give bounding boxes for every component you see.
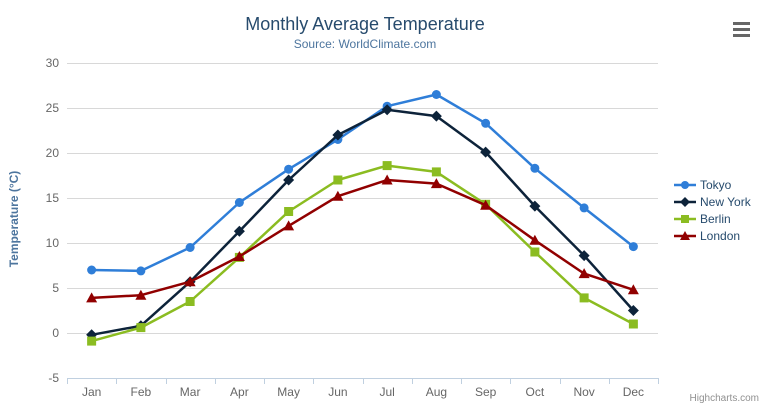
data-point[interactable] (431, 90, 441, 99)
legend: Tokyo New York Berlin London (674, 177, 751, 243)
x-axis-label: Apr (230, 385, 249, 399)
legend-marker-shape[interactable] (681, 214, 689, 223)
x-axis-label: Mar (180, 385, 201, 399)
data-point[interactable] (332, 190, 344, 201)
export-menu-button[interactable] (731, 20, 754, 39)
credits-link[interactable]: Highcharts.com (689, 393, 759, 404)
series-line[interactable] (90, 93, 635, 273)
data-point[interactable] (529, 200, 541, 212)
legend-item-berlin[interactable]: Berlin (674, 211, 751, 226)
legend-label: Tokyo (700, 177, 732, 192)
data-point[interactable] (530, 163, 540, 173)
x-axis-label: Aug (426, 385, 447, 399)
x-axis-label: Feb (131, 385, 152, 399)
y-axis-label: -5 (48, 371, 59, 385)
data-point[interactable] (135, 289, 147, 300)
y-axis-label: 25 (46, 101, 60, 115)
legend-label: New York (700, 194, 751, 209)
hamburger-icon (733, 34, 750, 37)
data-point[interactable] (381, 174, 393, 185)
y-axis-label: 15 (46, 191, 60, 205)
data-point[interactable] (332, 129, 344, 141)
legend-marker-circle-icon (674, 180, 696, 189)
y-axis-title: Temperature (°C) (7, 170, 21, 268)
data-point[interactable] (381, 104, 393, 116)
chart-subtitle: Source: WorldClimate.com (293, 37, 437, 51)
data-point[interactable] (529, 234, 541, 245)
x-axis-label: Dec (623, 385, 644, 399)
data-point[interactable] (627, 305, 639, 316)
data-point[interactable] (185, 243, 195, 252)
y-axis-label: 5 (52, 281, 59, 295)
series-line[interactable] (90, 178, 635, 300)
data-point[interactable] (284, 164, 294, 174)
legend-marker-square-icon (674, 214, 696, 223)
data-point[interactable] (579, 293, 589, 303)
x-axis-label: Jan (82, 385, 101, 399)
legend-item-tokyo[interactable]: Tokyo (674, 177, 751, 192)
x-axis-label: May (277, 385, 300, 399)
x-axis-label: Oct (526, 385, 545, 399)
legend-marker-shape[interactable] (681, 180, 689, 189)
data-point[interactable] (184, 276, 196, 287)
data-point[interactable] (333, 175, 343, 185)
hamburger-icon (733, 28, 750, 31)
data-point[interactable] (86, 292, 98, 303)
hamburger-icon (733, 22, 750, 25)
data-point[interactable] (480, 199, 492, 210)
legend-marker-shape[interactable] (680, 230, 690, 240)
x-axis-label: Jul (379, 385, 394, 399)
data-point[interactable] (627, 284, 639, 295)
data-point[interactable] (578, 250, 590, 262)
chart-title: Monthly Average Temperature (245, 14, 485, 34)
data-point[interactable] (481, 118, 491, 128)
series-line[interactable] (90, 164, 635, 343)
y-axis-label: 0 (52, 326, 59, 340)
series-new-york (86, 104, 639, 341)
legend-label: London (700, 228, 741, 243)
data-point[interactable] (579, 203, 589, 213)
data-point[interactable] (431, 167, 441, 177)
data-point[interactable] (430, 178, 442, 189)
data-point[interactable] (283, 220, 295, 231)
legend-marker-shape[interactable] (680, 196, 690, 207)
x-axis-label: Nov (573, 385, 594, 399)
data-point[interactable] (430, 110, 442, 122)
x-axis-label: Sep (475, 385, 497, 399)
data-point[interactable] (284, 207, 294, 216)
data-point[interactable] (136, 323, 146, 333)
y-axis-label: 30 (46, 56, 60, 70)
data-point[interactable] (480, 146, 492, 158)
legend-marker-diamond-icon (674, 196, 696, 207)
data-point[interactable] (233, 225, 245, 237)
legend-marker-triangle-icon (674, 230, 696, 240)
legend-item-london[interactable]: London (674, 228, 751, 243)
series-line[interactable] (90, 108, 635, 337)
data-point[interactable] (87, 336, 97, 346)
x-axis-label: Jun (328, 385, 347, 399)
data-point[interactable] (136, 266, 146, 276)
data-point[interactable] (530, 247, 540, 257)
data-point[interactable] (578, 268, 590, 279)
data-point[interactable] (283, 174, 295, 186)
series-tokyo (87, 90, 638, 276)
y-axis-label: 10 (46, 236, 60, 250)
data-point[interactable] (87, 265, 97, 275)
y-axis-label: 20 (46, 146, 60, 160)
data-point[interactable] (234, 198, 244, 207)
data-point[interactable] (628, 319, 638, 329)
data-point[interactable] (628, 242, 638, 252)
legend-label: Berlin (700, 211, 731, 226)
data-point[interactable] (185, 297, 195, 306)
legend-item-new-york[interactable]: New York (674, 194, 751, 209)
data-point[interactable] (233, 251, 245, 261)
data-point[interactable] (382, 161, 392, 171)
series-london (86, 174, 639, 303)
